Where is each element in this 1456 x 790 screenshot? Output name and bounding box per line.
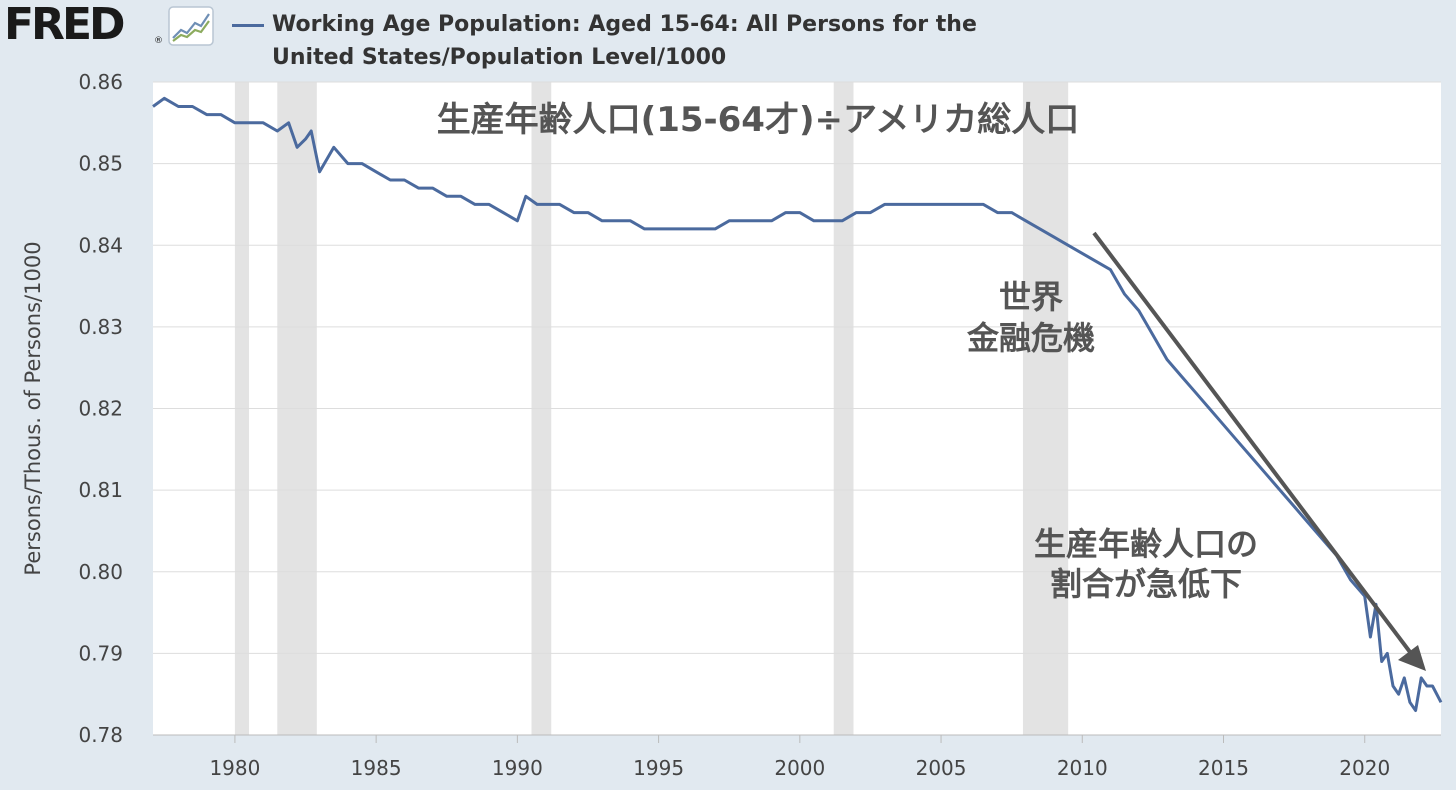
fred-logo[interactable]: FRED ®	[4, 2, 216, 48]
y-tick-label: 0.81	[78, 478, 123, 502]
y-tick-label: 0.86	[78, 70, 123, 94]
legend-swatch	[232, 24, 264, 27]
y-axis-ticks: 0.86 0.85 0.84 0.83 0.82 0.81 0.80 0.79 0.78	[78, 70, 123, 747]
y-tick-label: 0.78	[78, 723, 123, 747]
fred-logo-text: FRED	[4, 0, 126, 50]
annotation-decline-line1: 生産年齢人口の	[1034, 525, 1258, 563]
x-tick-label: 2005	[916, 756, 967, 780]
x-tick-label: 2010	[1057, 756, 1108, 780]
legend-label: Working Age Population: Aged 15-64: All …	[272, 12, 977, 70]
y-tick-label: 0.83	[78, 315, 123, 339]
x-axis-ticks: 1980 1985 1990 1995 2000 2005 2010 2015 2020	[153, 734, 1441, 780]
annotation-decline-line2: 割合が急低下	[1050, 565, 1242, 603]
y-tick-label: 0.79	[78, 641, 123, 665]
x-tick-label: 2000	[774, 756, 825, 780]
x-tick-label: 1980	[209, 756, 260, 780]
y-tick-label: 0.84	[78, 233, 123, 257]
annotation-crisis-line2: 金融危機	[966, 319, 1095, 357]
y-tick-label: 0.80	[78, 560, 123, 584]
x-tick-label: 1985	[351, 756, 402, 780]
x-tick-label: 2020	[1339, 756, 1390, 780]
y-axis-label: Persons/Thous. of Persons/1000	[21, 241, 45, 575]
registered-mark: ®	[154, 36, 163, 46]
y-tick-label: 0.82	[78, 397, 123, 421]
line-graph-icon	[168, 6, 214, 46]
decline-arrow-head	[1398, 645, 1426, 671]
series-line-0	[152, 96, 1443, 712]
x-tick-label: 2015	[1198, 756, 1249, 780]
annotation-title: 生産年齢人口(15-64才)÷アメリカ総人口	[437, 100, 1080, 140]
decline-arrow	[1092, 231, 1426, 671]
decline-arrow-line	[1092, 231, 1415, 658]
x-tick-label: 1990	[492, 756, 543, 780]
annotation-crisis-line1: 世界	[999, 278, 1063, 316]
series-layer	[152, 96, 1443, 712]
x-tick-label: 1995	[633, 756, 684, 780]
y-tick-label: 0.85	[78, 152, 123, 176]
